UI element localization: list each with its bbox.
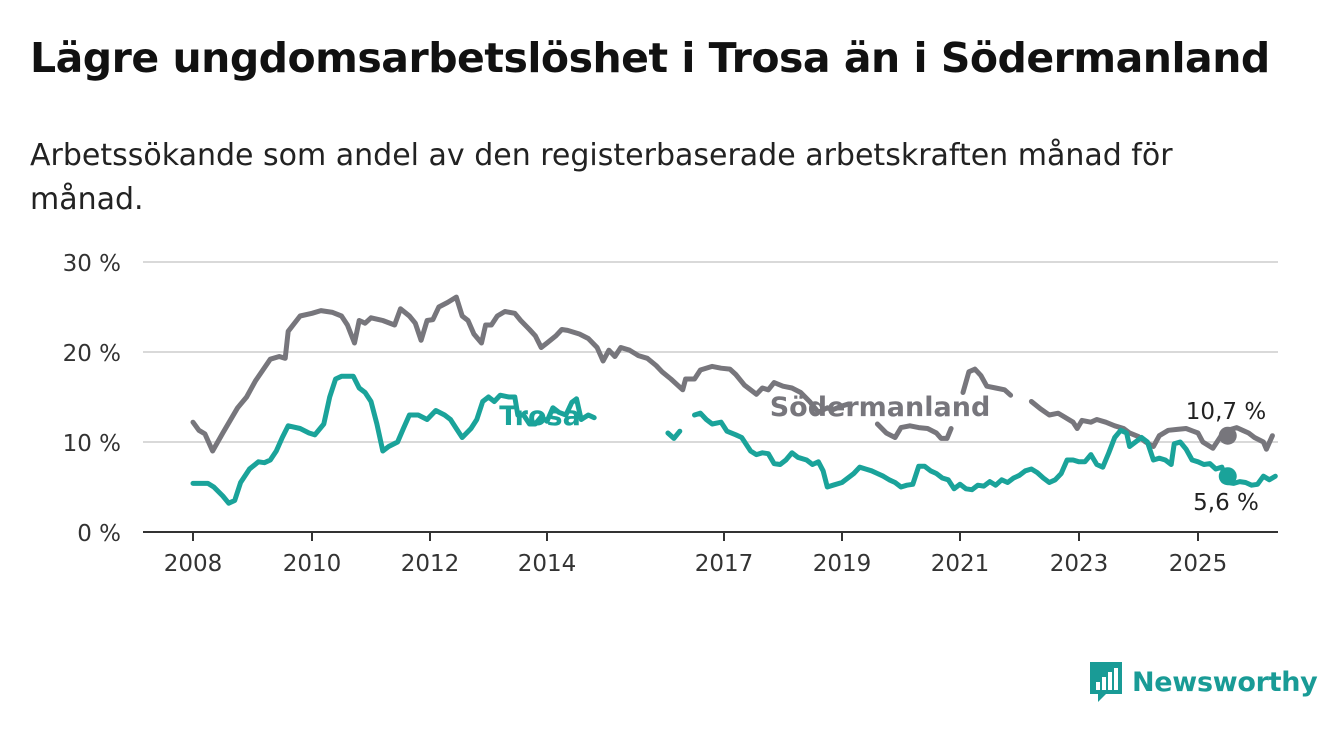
end-value-label-trosa: 5,6 %: [1193, 490, 1259, 516]
x-tick-label: 2023: [1050, 551, 1109, 577]
series-line-södermanland: [190, 294, 1275, 454]
end-point-trosa: [1218, 467, 1237, 486]
series-label-sodermanland: Södermanland: [770, 392, 991, 423]
x-tick-label: 2021: [931, 551, 990, 577]
y-tick-label: 30 %: [63, 251, 121, 277]
y-tick-label: 20 %: [63, 341, 121, 367]
x-tick-label: 2012: [401, 551, 460, 577]
x-tick-label: 2019: [813, 551, 872, 577]
x-tick-label: 2025: [1169, 551, 1228, 577]
x-tick-label: 2014: [518, 551, 577, 577]
x-tick-label: 2008: [164, 551, 223, 577]
x-tick-label: 2017: [695, 551, 754, 577]
series-line-trosa: [190, 373, 1278, 506]
y-tick-label: 0 %: [77, 521, 121, 547]
brand-name: Newsworthy: [1132, 666, 1318, 698]
series-label-trosa: Trosa: [499, 401, 581, 432]
chart-title: Lägre ungdomsarbetslöshet i Trosa än i S…: [30, 34, 1270, 82]
line-chart: 0 % 10 % 20 % 30 % 2008 2010 2012 2014 2017 2019 2…: [63, 251, 1278, 577]
end-value-label-sodermanland: 10,7 %: [1186, 399, 1266, 425]
y-tick-label: 10 %: [63, 431, 121, 457]
brand-logo: Newsworthy: [1088, 660, 1318, 704]
x-tick-label: 2010: [283, 551, 342, 577]
end-point-södermanland: [1218, 426, 1237, 445]
newsworthy-chart-bubble-icon: [1090, 662, 1122, 702]
chart-subtitle: Arbetssökande som andel av den registerb…: [30, 138, 1173, 217]
